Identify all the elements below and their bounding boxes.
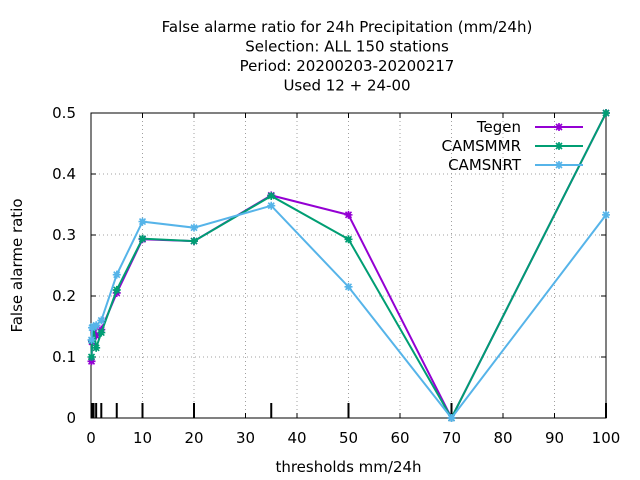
x-tick-label: 20 [184, 429, 203, 447]
grid [91, 113, 606, 418]
x-tick-label: 30 [236, 429, 255, 447]
y-axis-label: False alarme ratio [8, 198, 26, 332]
x-tick-label: 90 [545, 429, 564, 447]
series [87, 109, 610, 422]
data-point-dot [191, 238, 197, 244]
legend-label: CAMSNRT [448, 156, 522, 174]
x-tick-label: 50 [339, 429, 358, 447]
data-point-dot [345, 212, 352, 218]
data-point-dot [93, 345, 99, 351]
data-point-dot [268, 203, 274, 209]
x-tick-label: 10 [133, 429, 152, 447]
data-point-dot [191, 225, 197, 231]
legend-marker-dot [556, 124, 562, 130]
chart-title: False alarme ratio for 24h Precipitation… [162, 18, 533, 95]
y-tick-label: 0.4 [52, 165, 76, 183]
data-point-dot [114, 287, 120, 293]
x-tick-label: 0 [86, 429, 96, 447]
x-tick-label: 80 [493, 429, 512, 447]
data-point-dot [448, 415, 455, 421]
chart-title-line: False alarme ratio for 24h Precipitation… [162, 18, 533, 36]
data-point-dot [603, 110, 609, 116]
y-tick-label: 0 [66, 409, 76, 427]
legend-label: Tegen [476, 118, 521, 136]
legend-label: CAMSMMR [441, 137, 521, 155]
chart-title-line: Period: 20200203-20200217 [240, 57, 455, 75]
data-point-dot [88, 337, 95, 343]
x-tick-label: 70 [442, 429, 461, 447]
data-point-dot [98, 317, 104, 323]
y-tick-label: 0.5 [52, 104, 76, 122]
data-point-dot [139, 218, 146, 225]
axis-ticks: 0 10 20 30 40 50 60 70 80 90 100 0 0.1 0.2 0.3 0.4 0.5 [52, 104, 620, 447]
data-point-dot [88, 354, 95, 360]
x-tick-label: 100 [592, 429, 621, 447]
data-point-dot [93, 322, 99, 328]
data-point-dot [345, 284, 352, 290]
legend-marker-dot [556, 143, 562, 149]
data-point-dot [345, 236, 352, 242]
series-camsnrt [87, 201, 610, 422]
x-tick-label: 60 [390, 429, 409, 447]
chart-title-line: Selection: ALL 150 stations [245, 38, 449, 56]
data-point-dot [603, 212, 609, 218]
data-point-dot [268, 193, 274, 199]
x-tick-label: 40 [287, 429, 306, 447]
y-tick-label: 0.1 [52, 348, 76, 366]
data-point-dot [114, 272, 120, 278]
data-point-dot [88, 358, 95, 364]
data-point-dot [98, 330, 104, 336]
x-axis-label: thresholds mm/24h [275, 458, 421, 476]
y-tick-label: 0.3 [52, 226, 76, 244]
legend-marker-dot [556, 162, 562, 168]
data-point-dot [139, 236, 146, 242]
y-tick-label: 0.2 [52, 287, 76, 305]
chart-title-line: Used 12 + 24-00 [283, 77, 410, 95]
